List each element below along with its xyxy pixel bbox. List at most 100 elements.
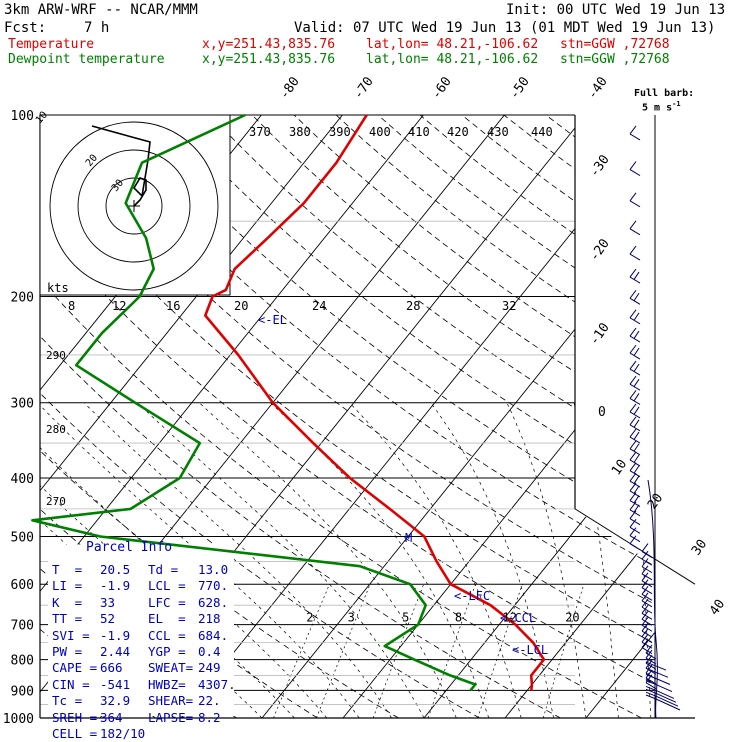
surface-wind-barb bbox=[655, 678, 671, 685]
isotherm-line bbox=[40, 115, 343, 718]
theta-label: 380 bbox=[289, 125, 311, 139]
wind-barbs bbox=[629, 125, 681, 719]
isotherm-line bbox=[261, 115, 655, 718]
isotherm-label: 10 bbox=[609, 457, 630, 478]
wind-barb bbox=[641, 622, 653, 638]
moist-adiabat-line bbox=[430, 402, 554, 718]
theta-label: 390 bbox=[329, 125, 351, 139]
parcel-info-key: HWBZ= bbox=[148, 676, 186, 692]
surface-wind-barb bbox=[655, 684, 673, 692]
temperature-latlon: lat,lon= 48.21,-106.62 bbox=[366, 37, 539, 52]
isotherm-label: 40 bbox=[707, 597, 728, 618]
moist-adiabat-line bbox=[199, 402, 457, 718]
mixing-ratio-line bbox=[427, 584, 476, 718]
parcel-info-value: 770. bbox=[198, 578, 229, 594]
lfc-marker: <-LFC bbox=[454, 589, 490, 603]
mixing-ratio-label: 12 bbox=[503, 611, 517, 625]
theta-label: 440 bbox=[531, 125, 553, 139]
moist-adiabat-line bbox=[631, 402, 652, 718]
parcel-info-row: TT = 52 EL = 218 bbox=[52, 611, 228, 627]
hodograph-trace bbox=[91, 125, 151, 207]
isotherm-label: 30 bbox=[689, 537, 710, 558]
wind-barb bbox=[629, 268, 641, 284]
dewpoint-legend-name: Dewpoint temperature bbox=[8, 52, 165, 67]
surface-wind-barb bbox=[645, 694, 657, 700]
wind-barb bbox=[641, 558, 653, 574]
parcel-info-key: PW = bbox=[52, 643, 83, 659]
isotherm-line bbox=[342, 115, 655, 718]
parcel-info-value: 666 bbox=[100, 660, 123, 676]
dewpoint-station: stn=GGW ,72768 bbox=[560, 52, 670, 67]
theta-label: 410 bbox=[408, 125, 430, 139]
parcel-info-value: 364 bbox=[100, 709, 123, 725]
speed-tick-label: 24 bbox=[312, 299, 326, 313]
dewpoint-legend: Dewpoint temperature bbox=[8, 52, 165, 68]
hodograph-ring bbox=[49, 121, 219, 291]
parcel-info-value: 4307. bbox=[198, 676, 236, 692]
parcel-info-value: -1.9 bbox=[100, 578, 131, 594]
parcel-info-key: SREH = bbox=[52, 709, 98, 725]
parcel-info-key: LAPSE= bbox=[148, 709, 194, 725]
isotherm-label: 0 bbox=[598, 405, 606, 420]
theta-label: 430 bbox=[487, 125, 509, 139]
wind-barb bbox=[629, 403, 641, 419]
parcel-info-row: CIN = -541 HWBZ= 4307. bbox=[52, 676, 236, 693]
wind-barb bbox=[629, 327, 641, 343]
parcel-info-row: T = 20.5 Td = 13.0 bbox=[52, 562, 228, 578]
speed-tick-label: 32 bbox=[502, 299, 516, 313]
parcel-info-row: CAPE = 666 SWEAT= 249 bbox=[52, 660, 228, 676]
surface-wind-barb bbox=[655, 692, 677, 703]
parcel-info-value: 8.2 bbox=[198, 709, 221, 725]
speed-tick-label: 12 bbox=[112, 299, 126, 313]
isotherm-label: -30 bbox=[587, 152, 613, 180]
moist-adiabat-line bbox=[40, 402, 328, 718]
parcel-info-value: 2.44 bbox=[100, 643, 131, 659]
temperature-station: stn=GGW ,72768 bbox=[560, 37, 670, 52]
dry-adiabat-line bbox=[335, 115, 655, 718]
pressure-label: 700 bbox=[11, 619, 34, 634]
parcel-info-key: EL = bbox=[148, 611, 186, 627]
barb-staff-trace bbox=[647, 479, 658, 719]
wind-barb bbox=[629, 344, 641, 360]
isotherm-line bbox=[504, 115, 655, 718]
wind-barb bbox=[629, 451, 641, 467]
parcel-info-key: SHEAR= bbox=[148, 693, 194, 709]
wind-barb bbox=[629, 161, 641, 176]
parcel-info-value: 22. bbox=[198, 693, 221, 709]
surface-wind-barb bbox=[645, 688, 657, 694]
parcel-info-row: SVI = -1.9 CCL = 684. bbox=[52, 628, 228, 644]
wind-barb bbox=[629, 220, 641, 236]
parcel-info-key: CELL = bbox=[52, 725, 98, 741]
wind-barb bbox=[641, 628, 653, 644]
wind-barb bbox=[629, 527, 641, 543]
moist-adiabat-line bbox=[506, 402, 587, 718]
parcel-info-value: -1.9 bbox=[100, 627, 131, 643]
wind-barb bbox=[641, 611, 653, 626]
wind-barb bbox=[641, 598, 653, 614]
parcel-info-key: LI = bbox=[52, 578, 83, 594]
wind-barb bbox=[629, 428, 641, 444]
parcel-info-key: TT = bbox=[52, 611, 83, 627]
wind-barb bbox=[629, 309, 641, 325]
parcel-info-row: PW = 2.44 YGP = 0.4 bbox=[52, 644, 228, 660]
wind-barb bbox=[629, 501, 641, 517]
isotherm-line bbox=[180, 115, 655, 718]
dewpoint-curve bbox=[31, 113, 477, 692]
parcel-info-row: SREH = 364 LAPSE= 8.2 bbox=[52, 710, 228, 726]
barb-key-label: Full barb: bbox=[634, 88, 695, 99]
wind-barb bbox=[629, 125, 641, 141]
parcel-info-key: SWEAT= bbox=[148, 660, 194, 676]
valid-time: Valid: 07 UTC Wed 19 Jun 13 (01 MDT Wed … bbox=[294, 20, 716, 36]
isotherm-label: -50 bbox=[507, 74, 533, 102]
pressure-label: 400 bbox=[11, 472, 34, 487]
surface-wind-barb bbox=[645, 667, 657, 673]
barb-key-exponent: -1 bbox=[672, 100, 681, 108]
moist-adiabat-line bbox=[137, 402, 425, 718]
parcel-info-value: -541 bbox=[100, 676, 131, 692]
surface-wind-barb bbox=[655, 698, 681, 711]
mid-marker: M bbox=[405, 531, 412, 545]
parcel-info-key: CCL = bbox=[148, 627, 186, 643]
isotherm-label: -20 bbox=[587, 236, 613, 264]
